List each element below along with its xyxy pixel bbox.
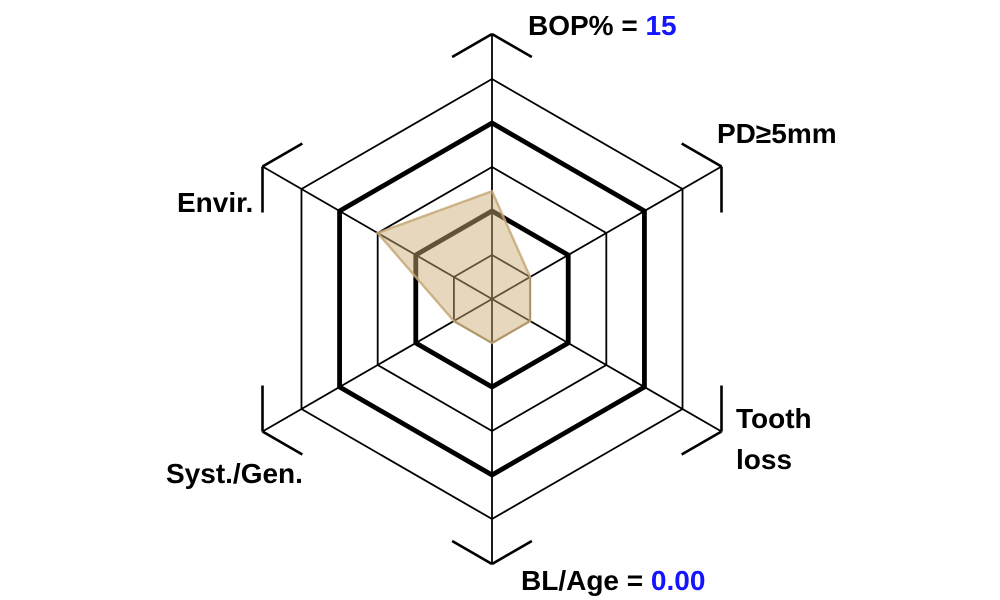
axis-label-bop: BOP% = 15 — [528, 9, 677, 43]
data-polygon — [375, 189, 532, 345]
axis-label-tooth: Tooth loss — [736, 398, 812, 480]
axis-label-text: BOP% = — [528, 10, 646, 41]
axis-value: 0.00 — [650, 565, 706, 596]
axis-label-text: BL/Age = — [521, 565, 651, 596]
axis-cap-tooth — [681, 430, 723, 456]
axis-cap-bl — [451, 539, 493, 566]
axis-label-text: Envir. — [177, 187, 254, 218]
axis-cap-bl — [491, 539, 533, 566]
axis-label-text: Tooth loss — [736, 403, 812, 475]
axis-cap-bop — [451, 32, 493, 59]
axis-label-bl: BL/Age = 0.00 — [521, 564, 705, 598]
axis-cap-bop — [491, 32, 533, 59]
axis-label-syst: Syst./Gen. — [166, 457, 303, 491]
axis-cap-envir — [261, 142, 303, 168]
axis-label-text: Syst./Gen. — [166, 458, 303, 489]
axis-cap-syst — [261, 430, 303, 456]
axis-label-text: PD≥5mm — [717, 118, 837, 149]
axis-label-envir: Envir. — [177, 186, 253, 220]
axis-cap-pd — [681, 142, 723, 168]
axis-value: 15 — [645, 10, 677, 41]
axis-label-pd: PD≥5mm — [717, 117, 837, 151]
